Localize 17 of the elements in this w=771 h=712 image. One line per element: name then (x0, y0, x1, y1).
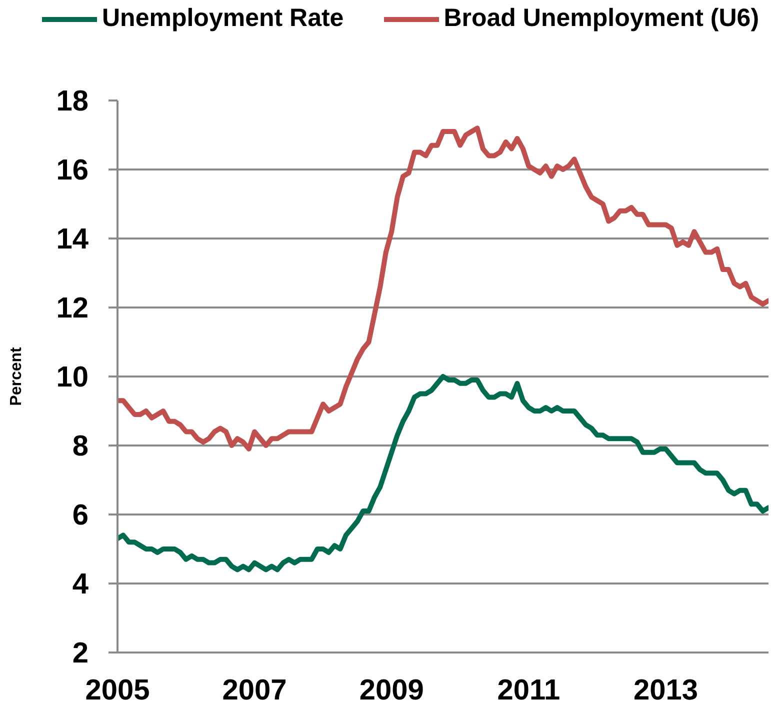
x-tick-label: 2005 (85, 674, 150, 706)
x-tick-label: 2009 (359, 674, 424, 706)
y-tick-label: 18 (56, 86, 89, 118)
y-axis-title: Percent (8, 346, 26, 406)
x-tick-label: 2013 (633, 674, 698, 706)
y-tick-label: 6 (72, 500, 89, 532)
y-tick-label: 8 (72, 430, 89, 462)
x-tick-label: 2011 (497, 674, 560, 706)
y-tick-label: 2 (72, 638, 89, 670)
y-tick-label: 14 (56, 224, 89, 256)
legend-label: Broad Unemployment (U6) (444, 4, 760, 33)
y-tick-label: 10 (56, 362, 89, 394)
x-tick-label: 2007 (222, 674, 287, 706)
y-tick-label: 4 (72, 568, 89, 600)
legend-label: Unemployment Rate (102, 4, 344, 33)
y-tick-label: 16 (56, 154, 89, 186)
y-tick-label: 12 (56, 292, 89, 324)
